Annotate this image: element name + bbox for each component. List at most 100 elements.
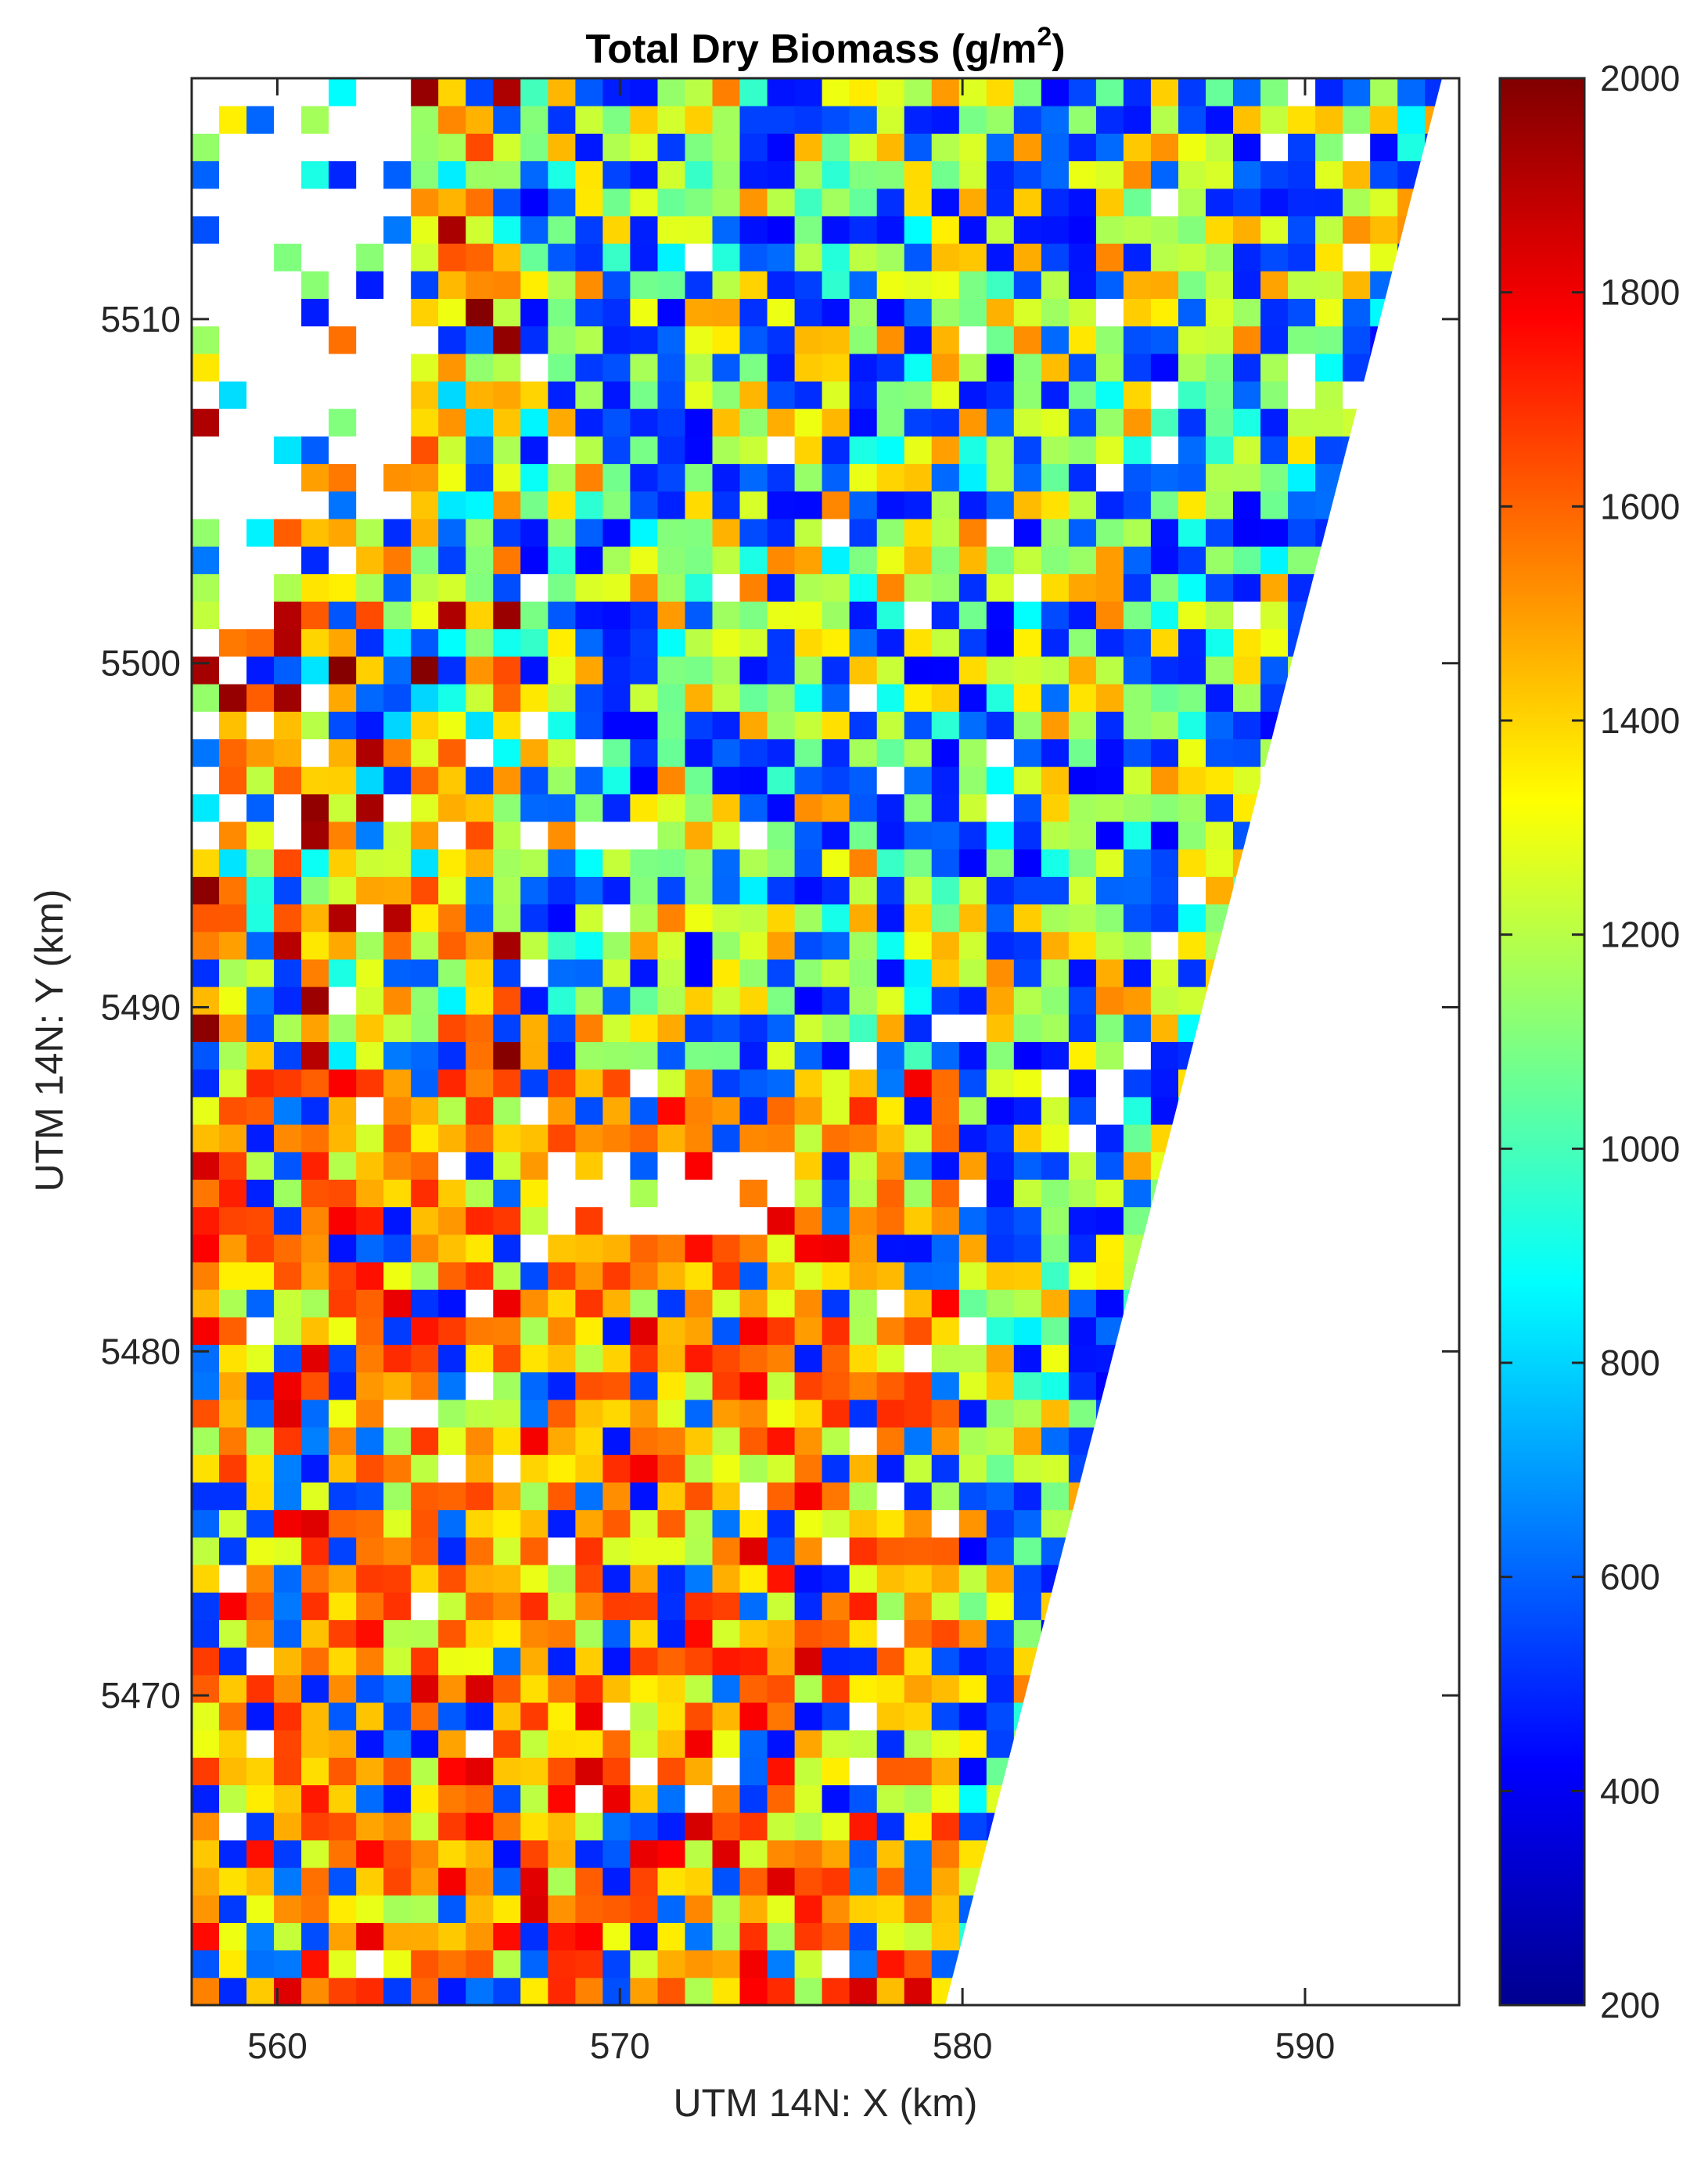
field-cell	[904, 1179, 933, 1208]
field-cell	[1123, 381, 1152, 409]
field-cell	[438, 1674, 466, 1703]
field-cell	[986, 1702, 1015, 1731]
field-cell	[520, 1262, 548, 1290]
field-cell	[301, 793, 329, 822]
field-cell	[192, 1565, 220, 1593]
field-cell	[411, 821, 439, 850]
field-cell	[383, 1427, 412, 1455]
field-cell	[1068, 106, 1097, 134]
field-cell	[876, 684, 905, 712]
field-cell	[822, 1619, 850, 1648]
field-cell	[219, 1096, 247, 1125]
field-cell	[1123, 793, 1152, 822]
field-cell	[876, 1069, 905, 1098]
field-cell	[767, 1344, 796, 1373]
field-cell	[246, 793, 275, 822]
colorbar-tick-label: 1000	[1600, 1128, 1680, 1169]
field-cell	[329, 1730, 357, 1758]
field-cell	[876, 436, 905, 465]
field-cell	[246, 78, 275, 106]
field-cell	[767, 711, 796, 739]
field-cell	[822, 1812, 850, 1841]
field-cell	[493, 1069, 521, 1098]
field-cell	[712, 931, 740, 960]
field-cell	[822, 931, 850, 960]
field-cell	[192, 1922, 220, 1951]
field-cell	[657, 491, 685, 519]
field-cell	[438, 1757, 466, 1785]
field-cell	[657, 1399, 685, 1428]
field-cell	[822, 684, 850, 712]
field-cell	[849, 1234, 878, 1263]
field-cell	[739, 1950, 768, 1979]
field-cell	[274, 1262, 302, 1290]
field-cell	[876, 133, 905, 162]
field-cell	[301, 1565, 329, 1593]
field-cell	[411, 739, 439, 767]
field-cell	[411, 1482, 439, 1511]
field-cell	[794, 1371, 823, 1400]
field-cell	[822, 1152, 850, 1180]
field-cell	[438, 78, 466, 106]
field-cell	[329, 1674, 357, 1703]
field-cell	[602, 1206, 631, 1235]
field-cell	[246, 243, 275, 271]
field-cell	[520, 546, 548, 574]
field-cell	[192, 987, 220, 1015]
field-cell	[931, 1179, 960, 1208]
field-cell	[1178, 408, 1206, 437]
field-cell	[1068, 271, 1097, 299]
field-cell	[1233, 463, 1261, 492]
field-cell	[657, 904, 685, 933]
field-cell	[1095, 628, 1124, 657]
field-cell	[739, 1977, 768, 2005]
field-cell	[685, 1867, 713, 1896]
field-cell	[958, 325, 987, 354]
field-cell	[301, 1702, 329, 1731]
field-cell	[274, 904, 302, 933]
field-cell	[219, 353, 247, 382]
field-cell	[712, 1014, 740, 1042]
field-cell	[767, 215, 796, 244]
field-cell	[794, 958, 823, 987]
field-cell	[1288, 78, 1316, 106]
field-cell	[931, 1922, 960, 1951]
field-cell	[849, 1509, 878, 1538]
field-cell	[548, 1317, 576, 1346]
field-cell	[876, 1124, 905, 1152]
field-cell	[329, 1124, 357, 1152]
field-cell	[849, 711, 878, 739]
field-cell	[767, 133, 796, 162]
field-cell	[794, 1509, 823, 1538]
field-cell	[493, 1922, 521, 1951]
field-cell	[685, 1069, 713, 1098]
field-cell	[822, 491, 850, 519]
field-cell	[520, 1124, 548, 1152]
field-cell	[274, 215, 302, 244]
field-cell	[712, 1784, 740, 1813]
field-cell	[767, 1565, 796, 1593]
field-cell	[794, 1867, 823, 1896]
field-cell	[794, 325, 823, 354]
field-cell	[712, 1565, 740, 1593]
field-cell	[739, 876, 768, 905]
field-cell	[794, 1454, 823, 1483]
field-cell	[712, 1234, 740, 1263]
field-cell	[1013, 766, 1042, 795]
field-cell	[1068, 325, 1097, 354]
field-cell	[274, 325, 302, 354]
field-cell	[602, 353, 631, 382]
field-cell	[493, 1041, 521, 1070]
field-cell	[520, 1702, 548, 1731]
field-cell	[219, 1124, 247, 1152]
field-cell	[1123, 188, 1152, 217]
field-cell	[657, 1674, 685, 1703]
field-cell	[520, 958, 548, 987]
field-cell	[657, 519, 685, 547]
field-cell	[466, 1784, 494, 1813]
field-cell	[1041, 1124, 1070, 1152]
field-cell	[1041, 1427, 1070, 1455]
field-cell	[739, 519, 768, 547]
field-cell	[1178, 601, 1206, 630]
field-cell	[329, 1179, 357, 1208]
